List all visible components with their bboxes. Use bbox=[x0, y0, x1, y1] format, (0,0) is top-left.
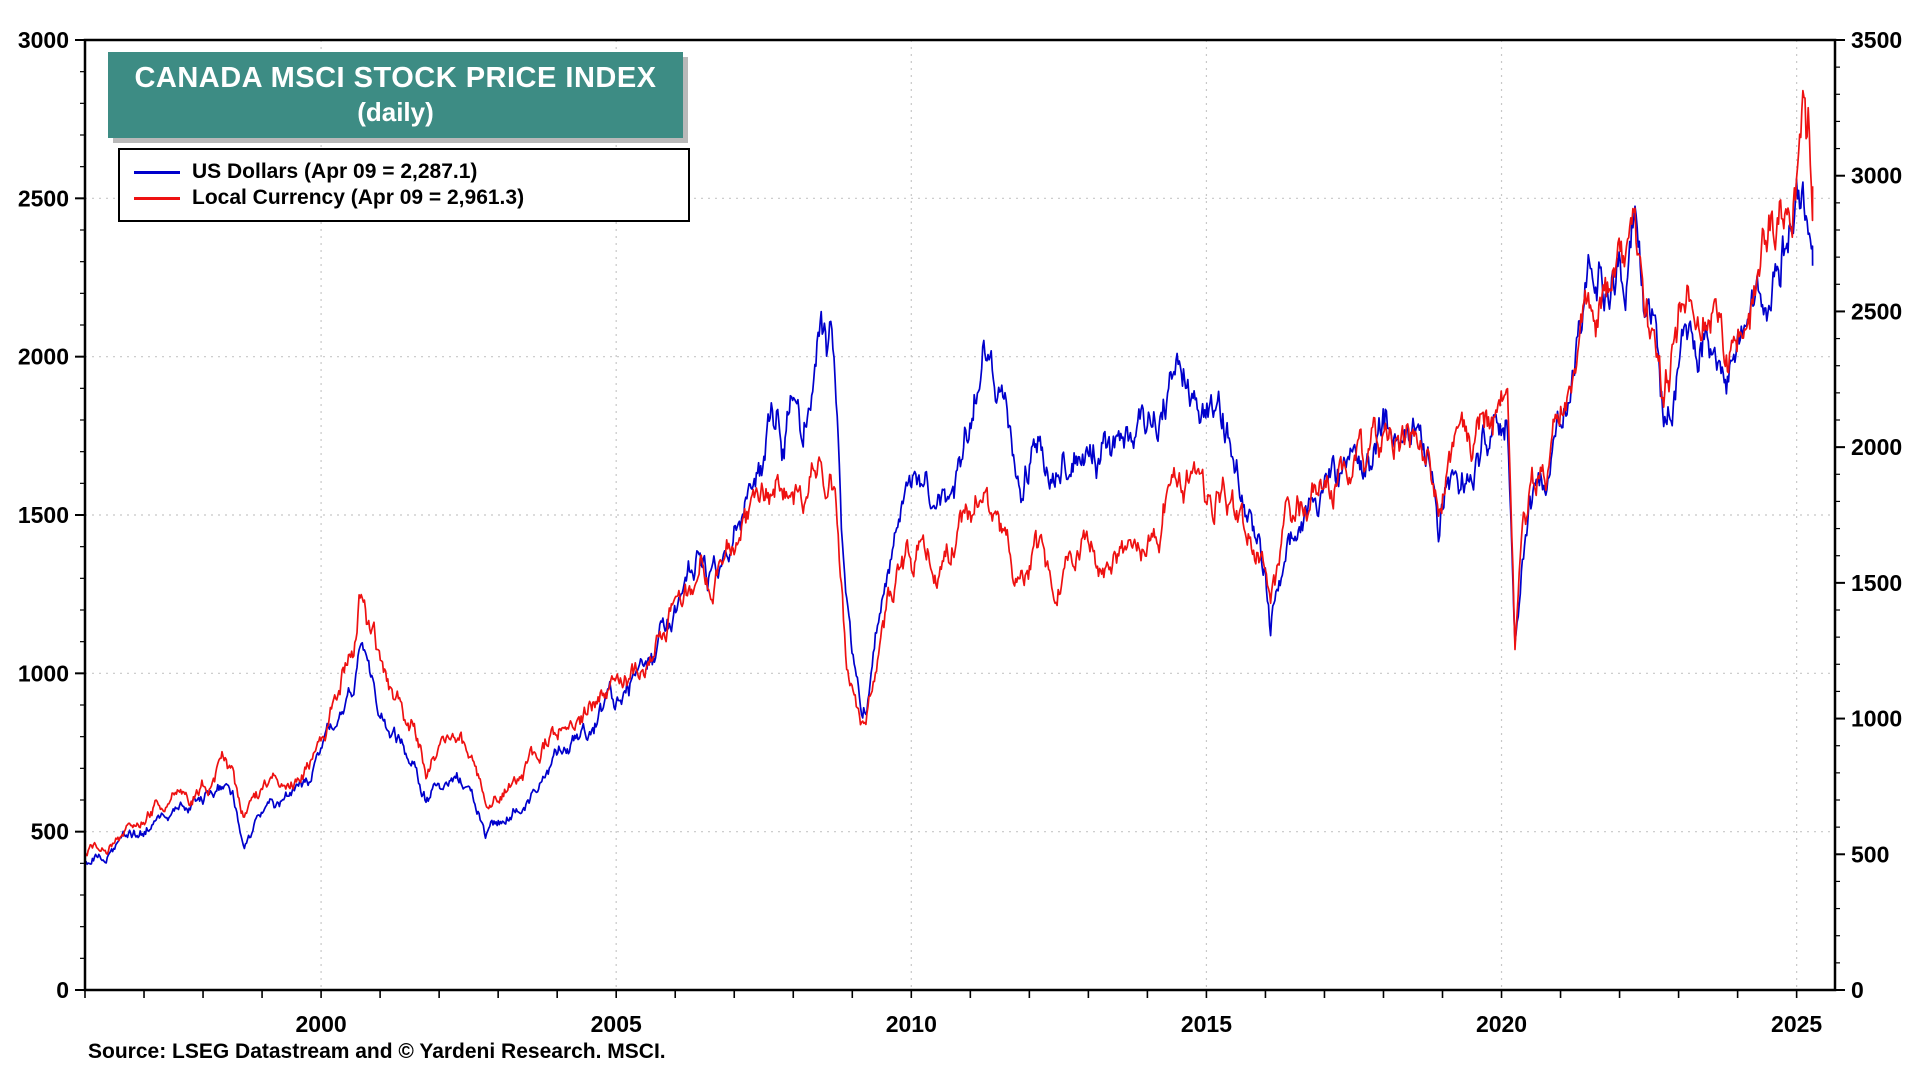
chart-subtitle: (daily) bbox=[357, 97, 434, 127]
svg-text:1500: 1500 bbox=[1851, 570, 1902, 596]
legend-label-local-currency: Local Currency (Apr 09 = 2,961.3) bbox=[192, 186, 525, 209]
svg-text:500: 500 bbox=[1851, 841, 1889, 867]
legend-row-us-dollars: US Dollars (Apr 09 = 2,287.1) bbox=[134, 159, 674, 185]
chart-title: CANADA MSCI STOCK PRICE INDEX bbox=[134, 62, 657, 94]
svg-text:2020: 2020 bbox=[1476, 1011, 1527, 1037]
svg-text:0: 0 bbox=[56, 977, 69, 1003]
svg-text:2005: 2005 bbox=[591, 1011, 642, 1037]
svg-text:1500: 1500 bbox=[18, 502, 69, 528]
svg-text:3500: 3500 bbox=[1851, 27, 1902, 53]
svg-text:2000: 2000 bbox=[296, 1011, 347, 1037]
legend-row-local-currency: Local Currency (Apr 09 = 2,961.3) bbox=[134, 185, 674, 211]
svg-text:2010: 2010 bbox=[886, 1011, 937, 1037]
svg-text:2025: 2025 bbox=[1771, 1011, 1822, 1037]
svg-text:2500: 2500 bbox=[18, 185, 69, 211]
svg-text:1000: 1000 bbox=[1851, 706, 1902, 732]
svg-text:3000: 3000 bbox=[18, 27, 69, 53]
svg-text:2500: 2500 bbox=[1851, 298, 1902, 324]
svg-text:2015: 2015 bbox=[1181, 1011, 1232, 1037]
source-note: Source: LSEG Datastream and © Yardeni Re… bbox=[88, 1040, 666, 1063]
svg-text:2000: 2000 bbox=[1851, 434, 1902, 460]
svg-text:3000: 3000 bbox=[1851, 163, 1902, 189]
chart-title-box: CANADA MSCI STOCK PRICE INDEX (daily) bbox=[108, 52, 683, 138]
legend-label-us-dollars: US Dollars (Apr 09 = 2,287.1) bbox=[192, 160, 478, 183]
svg-text:1000: 1000 bbox=[18, 660, 69, 686]
svg-text:500: 500 bbox=[31, 819, 69, 845]
us-dollars-line-swatch bbox=[134, 170, 180, 174]
local-currency-line-swatch bbox=[134, 196, 180, 200]
svg-text:0: 0 bbox=[1851, 977, 1864, 1003]
chart-legend: US Dollars (Apr 09 = 2,287.1) Local Curr… bbox=[118, 148, 690, 222]
svg-text:2000: 2000 bbox=[18, 344, 69, 370]
